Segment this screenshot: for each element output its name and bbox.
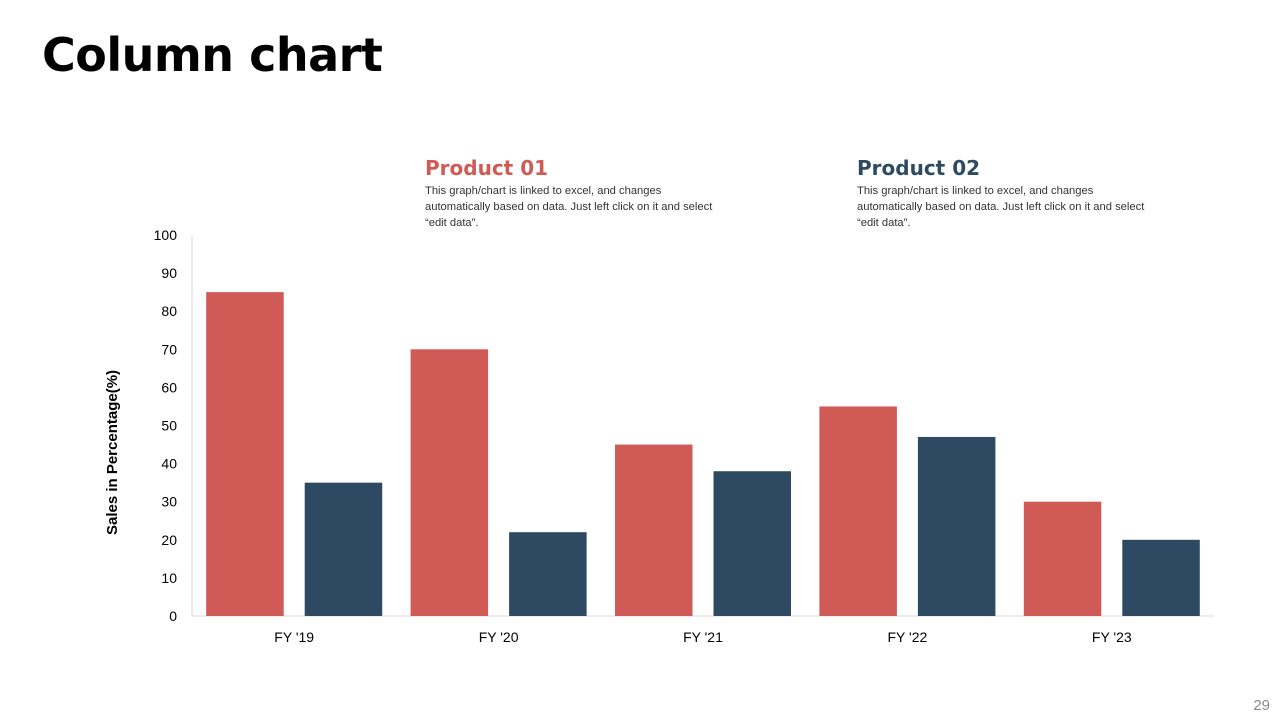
bar-product-02-3 [917,436,996,616]
bar-product-01-4 [1023,501,1102,616]
bar-product-02-2 [713,471,791,616]
legend-product-01: Product 01 This graph/chart is linked to… [425,156,725,231]
bar-product-02-0 [304,482,383,616]
bar-product-02-4 [1122,539,1200,616]
legend-product-02-description: This graph/chart is linked to excel, and… [857,185,1145,229]
y-tick-label: 20 [161,532,177,548]
x-tick-label: FY '20 [479,629,519,645]
bar-product-01-1 [410,349,489,616]
bar-product-01-2 [615,444,693,616]
y-tick-label: 0 [169,608,177,624]
bar-product-01-0 [206,292,284,616]
y-tick-label: 60 [161,379,177,395]
legend-product-01-description: This graph/chart is linked to excel, and… [425,185,713,229]
y-axis-title: Sales in Percentage(%) [104,370,121,535]
y-tick-label: 50 [161,418,177,434]
legend-product-01-name: Product 01 [425,156,549,180]
y-tick-label: 40 [161,456,177,472]
y-tick-label: 80 [161,303,177,319]
x-tick-label: FY '23 [1092,629,1132,645]
bar-product-02-1 [509,532,587,616]
legend-product-02: Product 02 This graph/chart is linked to… [857,156,1157,231]
slide-title: Column chart [42,28,383,82]
bar-product-01-3 [819,406,897,616]
y-tick-label: 100 [154,227,178,243]
y-tick-label: 30 [161,494,177,510]
y-tick-label: 10 [161,570,177,586]
page-number: 29 [1253,697,1270,714]
x-tick-label: FY '19 [274,629,314,645]
legend-product-02-name: Product 02 [857,156,981,180]
y-tick-label: 90 [161,265,177,281]
x-tick-label: FY '21 [683,629,723,645]
y-tick-label: 70 [161,341,177,357]
x-tick-label: FY '22 [888,629,928,645]
